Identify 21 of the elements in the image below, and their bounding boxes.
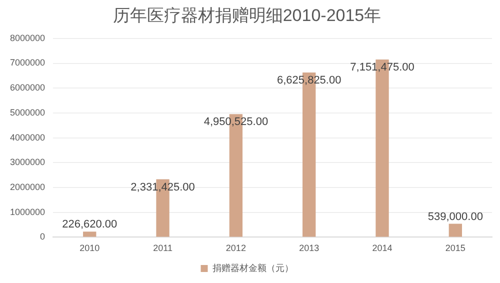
bar <box>448 224 462 237</box>
y-tick-label: 4000000 <box>10 132 46 142</box>
legend-label: 捐赠器材金额（元） <box>212 262 294 273</box>
bar <box>83 232 96 237</box>
y-tick-label: 0 <box>40 232 46 242</box>
x-tick-label: 2011 <box>153 243 172 254</box>
y-tick-label: 7000000 <box>10 58 46 68</box>
x-tick-label: 2013 <box>299 243 320 254</box>
y-tick-label: 1000000 <box>10 206 46 217</box>
y-tick-label: 3000000 <box>10 157 46 168</box>
data-label: 226,620.00 <box>62 218 118 231</box>
y-tick-label: 8000000 <box>10 32 46 43</box>
x-tick-label: 2010 <box>80 243 100 254</box>
data-label: 539,000.00 <box>428 210 483 223</box>
y-tick-label: 6000000 <box>10 82 46 93</box>
x-tick-label: 2014 <box>372 243 392 254</box>
x-tick-label: 2012 <box>226 243 246 254</box>
chart-title: 历年医疗器材捐赠明细2010-2015年 <box>112 6 382 25</box>
y-tick-label: 5000000 <box>10 107 46 118</box>
y-tick-label: 2000000 <box>10 182 46 192</box>
x-tick-label: 2015 <box>445 243 466 254</box>
